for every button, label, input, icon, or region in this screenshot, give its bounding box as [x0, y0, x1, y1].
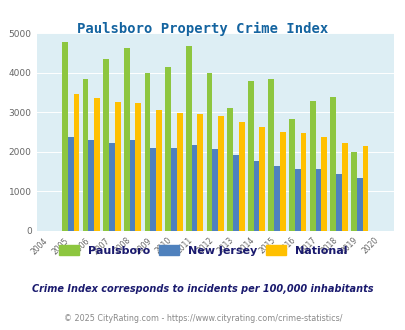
- Bar: [94, 98, 100, 231]
- Bar: [135, 103, 141, 231]
- Bar: [335, 174, 341, 231]
- Bar: [253, 161, 259, 231]
- Text: Paulsboro Property Crime Index: Paulsboro Property Crime Index: [77, 21, 328, 36]
- Bar: [268, 79, 273, 231]
- Bar: [362, 146, 367, 231]
- Bar: [315, 169, 320, 231]
- Bar: [232, 154, 238, 231]
- Bar: [185, 46, 191, 231]
- Bar: [109, 143, 115, 231]
- Bar: [191, 146, 197, 231]
- Bar: [300, 133, 306, 231]
- Bar: [82, 79, 88, 231]
- Bar: [212, 149, 217, 231]
- Bar: [294, 169, 300, 231]
- Bar: [279, 132, 285, 231]
- Bar: [356, 178, 362, 231]
- Bar: [124, 48, 129, 231]
- Bar: [176, 114, 182, 231]
- Bar: [171, 148, 176, 231]
- Bar: [103, 59, 109, 231]
- Bar: [350, 152, 356, 231]
- Bar: [68, 137, 73, 231]
- Bar: [206, 73, 212, 231]
- Bar: [150, 148, 156, 231]
- Bar: [259, 127, 264, 231]
- Bar: [288, 118, 294, 231]
- Bar: [330, 97, 335, 231]
- Bar: [217, 116, 223, 231]
- Bar: [309, 101, 315, 231]
- Bar: [238, 122, 244, 231]
- Bar: [227, 108, 232, 231]
- Bar: [320, 137, 326, 231]
- Bar: [129, 140, 135, 231]
- Bar: [88, 140, 94, 231]
- Bar: [165, 67, 171, 231]
- Legend: Paulsboro, New Jersey, National: Paulsboro, New Jersey, National: [54, 240, 351, 260]
- Bar: [341, 144, 347, 231]
- Bar: [115, 102, 120, 231]
- Text: © 2025 CityRating.com - https://www.cityrating.com/crime-statistics/: © 2025 CityRating.com - https://www.city…: [64, 314, 341, 323]
- Bar: [273, 166, 279, 231]
- Bar: [62, 42, 68, 231]
- Bar: [73, 94, 79, 231]
- Bar: [156, 110, 162, 231]
- Text: Crime Index corresponds to incidents per 100,000 inhabitants: Crime Index corresponds to incidents per…: [32, 284, 373, 294]
- Bar: [247, 81, 253, 231]
- Bar: [197, 114, 202, 231]
- Bar: [144, 73, 150, 231]
